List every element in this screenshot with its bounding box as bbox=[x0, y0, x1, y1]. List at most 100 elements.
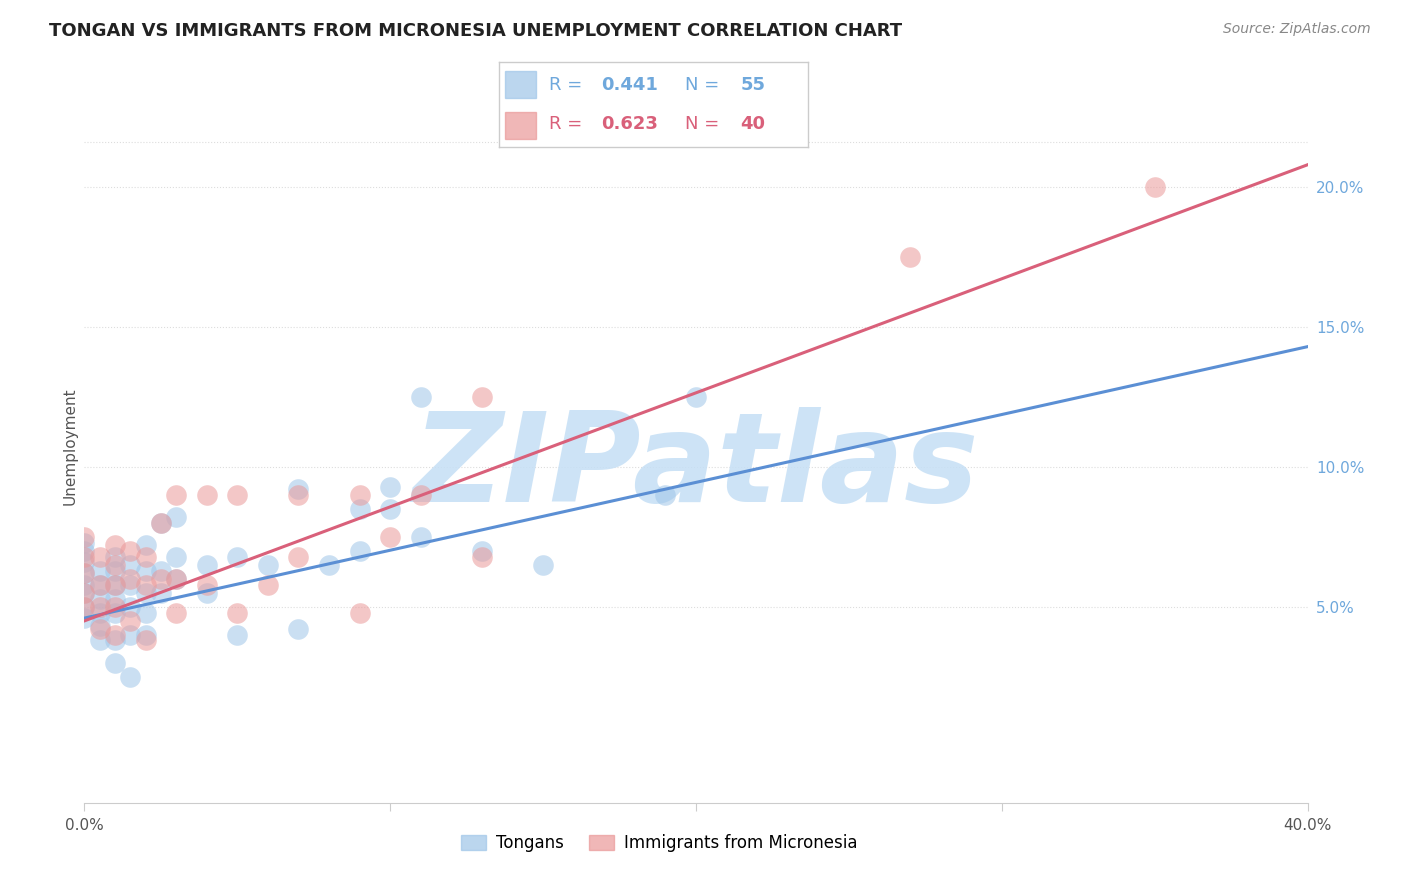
Point bbox=[380, 502, 402, 516]
Point bbox=[104, 591, 127, 606]
Point bbox=[73, 549, 96, 564]
Point bbox=[104, 564, 127, 578]
Point bbox=[226, 488, 249, 502]
Point bbox=[104, 538, 127, 552]
Point bbox=[149, 572, 172, 586]
Text: 40: 40 bbox=[741, 115, 765, 133]
Point bbox=[257, 577, 280, 591]
Point bbox=[149, 516, 172, 530]
Point bbox=[165, 572, 187, 586]
Point bbox=[165, 488, 187, 502]
FancyBboxPatch shape bbox=[505, 112, 536, 139]
Point bbox=[104, 549, 127, 564]
Text: TONGAN VS IMMIGRANTS FROM MICRONESIA UNEMPLOYMENT CORRELATION CHART: TONGAN VS IMMIGRANTS FROM MICRONESIA UNE… bbox=[49, 22, 903, 40]
Point bbox=[120, 544, 142, 558]
Point bbox=[195, 558, 218, 572]
Point bbox=[135, 606, 157, 620]
Point bbox=[73, 530, 96, 544]
Point bbox=[73, 586, 96, 600]
Point bbox=[135, 633, 157, 648]
Point bbox=[165, 549, 187, 564]
Point bbox=[73, 611, 96, 625]
Point bbox=[73, 599, 96, 614]
Point bbox=[104, 558, 127, 572]
Point bbox=[135, 549, 157, 564]
Point bbox=[149, 564, 172, 578]
Point bbox=[135, 577, 157, 591]
Text: 55: 55 bbox=[741, 77, 765, 95]
Point bbox=[89, 633, 111, 648]
Point bbox=[104, 577, 127, 591]
Point bbox=[471, 390, 494, 404]
Point bbox=[226, 549, 249, 564]
Point bbox=[89, 577, 111, 591]
Point bbox=[89, 606, 111, 620]
Point bbox=[898, 250, 921, 264]
Point bbox=[409, 488, 432, 502]
Point bbox=[89, 619, 111, 633]
Point bbox=[104, 628, 127, 642]
Point bbox=[165, 606, 187, 620]
Point bbox=[89, 591, 111, 606]
Point bbox=[120, 577, 142, 591]
Point bbox=[195, 577, 218, 591]
Point bbox=[165, 572, 187, 586]
Point bbox=[149, 516, 172, 530]
Point bbox=[89, 549, 111, 564]
Point bbox=[73, 577, 96, 591]
Point bbox=[257, 558, 280, 572]
Point bbox=[471, 544, 494, 558]
Text: R =: R = bbox=[548, 115, 588, 133]
Point bbox=[226, 628, 249, 642]
Point bbox=[73, 599, 96, 614]
Point bbox=[73, 535, 96, 549]
Text: N =: N = bbox=[685, 115, 724, 133]
Point bbox=[287, 483, 309, 497]
Point bbox=[380, 479, 402, 493]
Point bbox=[195, 488, 218, 502]
Point bbox=[471, 549, 494, 564]
Point bbox=[349, 502, 371, 516]
Text: R =: R = bbox=[548, 77, 588, 95]
Text: 0.623: 0.623 bbox=[602, 115, 658, 133]
Point bbox=[135, 564, 157, 578]
Legend: Tongans, Immigrants from Micronesia: Tongans, Immigrants from Micronesia bbox=[454, 828, 865, 859]
Point bbox=[120, 558, 142, 572]
Point bbox=[89, 622, 111, 636]
Point bbox=[349, 544, 371, 558]
Point bbox=[89, 564, 111, 578]
Point bbox=[73, 566, 96, 581]
Y-axis label: Unemployment: Unemployment bbox=[62, 387, 77, 505]
Point bbox=[149, 586, 172, 600]
Point bbox=[409, 390, 432, 404]
Point bbox=[380, 530, 402, 544]
Point bbox=[73, 555, 96, 569]
Point bbox=[104, 606, 127, 620]
Point bbox=[73, 586, 96, 600]
Point bbox=[349, 488, 371, 502]
Point bbox=[89, 577, 111, 591]
Point bbox=[195, 586, 218, 600]
Point bbox=[120, 614, 142, 628]
Point bbox=[287, 549, 309, 564]
Point bbox=[73, 566, 96, 581]
Point bbox=[135, 538, 157, 552]
Point bbox=[104, 599, 127, 614]
Point bbox=[287, 488, 309, 502]
Text: 0.441: 0.441 bbox=[602, 77, 658, 95]
Point bbox=[104, 656, 127, 670]
Point bbox=[685, 390, 707, 404]
Point bbox=[104, 577, 127, 591]
Point bbox=[226, 606, 249, 620]
Point bbox=[349, 606, 371, 620]
Point bbox=[654, 488, 676, 502]
Point bbox=[104, 633, 127, 648]
Text: Source: ZipAtlas.com: Source: ZipAtlas.com bbox=[1223, 22, 1371, 37]
Point bbox=[120, 599, 142, 614]
Point bbox=[318, 558, 340, 572]
Point bbox=[287, 622, 309, 636]
Text: N =: N = bbox=[685, 77, 724, 95]
Point bbox=[73, 544, 96, 558]
Point bbox=[135, 628, 157, 642]
Text: ZIPatlas: ZIPatlas bbox=[413, 407, 979, 528]
